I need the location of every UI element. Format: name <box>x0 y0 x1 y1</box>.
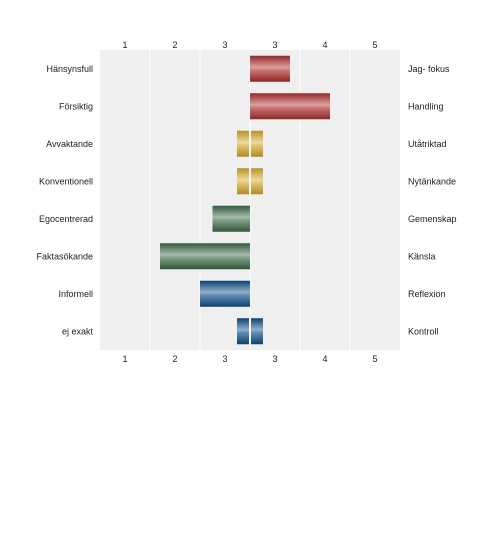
right-row-label: Känsla <box>408 251 436 261</box>
left-row-label: Faktasökande <box>36 251 93 261</box>
bar-marker-left <box>237 130 249 157</box>
left-row-label: Konventionell <box>39 176 93 186</box>
top-tick-label: 4 <box>322 40 327 50</box>
bar <box>200 280 250 307</box>
left-row-label: Avvaktande <box>46 139 93 149</box>
left-row-label: Försiktig <box>59 101 93 111</box>
top-tick-label: 5 <box>372 40 377 50</box>
bottom-tick-label: 1 <box>122 354 127 364</box>
left-row-label: ej exakt <box>62 326 94 336</box>
right-row-label: Utåtriktad <box>408 139 447 149</box>
top-tick-label: 3 <box>222 40 227 50</box>
top-tick-label: 1 <box>122 40 127 50</box>
bottom-tick-label: 4 <box>322 354 327 364</box>
bar-marker-right <box>251 318 263 345</box>
left-row-label: Informell <box>58 289 93 299</box>
left-row-label: Hänsynsfull <box>46 64 93 74</box>
right-row-label: Nytänkande <box>408 176 456 186</box>
bar <box>250 55 290 82</box>
bar <box>250 93 330 120</box>
bar-marker-left <box>237 318 249 345</box>
left-row-label: Egocentrerad <box>39 214 93 224</box>
bottom-tick-labels: 1 2 3 3 4 5 <box>122 354 377 364</box>
left-row-labels: Hänsynsfull Försiktig Avvaktande Konvention… <box>36 64 93 337</box>
bars <box>160 55 330 345</box>
right-row-label: Handling <box>408 101 444 111</box>
bottom-tick-label: 3 <box>272 354 277 364</box>
bar-marker-right <box>251 168 263 195</box>
right-row-label: Kontroll <box>408 326 439 336</box>
bar-marker-right <box>251 130 263 157</box>
right-row-label: Reflexion <box>408 289 446 299</box>
bottom-tick-label: 2 <box>172 354 177 364</box>
top-tick-label: 2 <box>172 40 177 50</box>
bottom-tick-label: 3 <box>222 354 227 364</box>
bar <box>212 205 250 232</box>
bar-marker-left <box>237 168 249 195</box>
top-tick-labels: 1 2 3 3 4 5 <box>122 40 377 50</box>
right-row-label: Gemenskap <box>408 214 457 224</box>
bottom-tick-label: 5 <box>372 354 377 364</box>
top-tick-label: 3 <box>272 40 277 50</box>
right-row-label: Jag- fokus <box>408 64 450 74</box>
bar <box>160 243 250 270</box>
right-row-labels: Jag- fokus Handling Utåtriktad Nytänkande Ge… <box>408 64 457 337</box>
